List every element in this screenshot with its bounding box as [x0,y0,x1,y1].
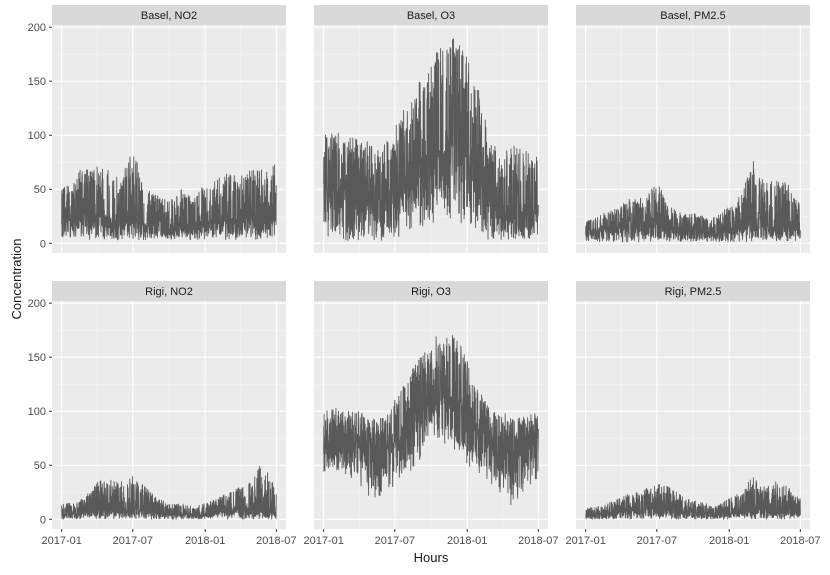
y-tick-label: 100 [28,130,46,142]
facet-panel: Rigi, O3 2017-01 2017-07 2018-01 2018-07 [303,281,559,547]
y-tick-label: 200 [28,298,46,310]
x-tick-label: 2018-01 [447,535,487,547]
x-axis-title: Hours [414,550,449,565]
x-tick-label: 2018-07 [518,535,558,547]
facet-strip-label: Basel, O3 [407,10,455,22]
facet-strip [52,5,286,25]
x-tick-label: 2017-01 [303,535,343,547]
y-tick-label: 50 [34,460,46,472]
series-line [585,161,801,243]
facet-panel: Basel, NO2 0 50 100 150 200 [28,5,286,253]
facet-strip [314,5,548,25]
y-tick-label: 150 [28,352,46,364]
y-axis-title: Concentration [9,239,24,320]
x-tick-label: 2018-01 [709,535,749,547]
facet-strip [576,5,810,25]
x-tick-label: 2018-07 [256,535,296,547]
y-tick-label: 150 [28,76,46,88]
y-tick-label: 50 [34,184,46,196]
facet-panel: Rigi, PM2.5 2017-01 2017-07 2018-01 2018-07 [565,281,821,547]
facet-strip [576,281,810,301]
facet-strip-label: Rigi, PM2.5 [665,286,722,298]
x-tick-label: 2017-07 [375,535,415,547]
facet-strip-label: Rigi, O3 [411,286,451,298]
facet-panel: Basel, O3 [314,5,548,253]
panels-layer: Basel, NO2 0 50 100 150 200 Basel, O3 Basel, PM… [28,5,821,547]
y-tick-label: 100 [28,406,46,418]
facet-strip [314,281,548,301]
facet-strip-label: Basel, PM2.5 [660,10,725,22]
x-tick-label: 2018-07 [780,535,820,547]
facet-strip-label: Basel, NO2 [141,10,197,22]
x-tick-label: 2017-01 [41,535,81,547]
series-line [323,38,539,241]
y-tick-label: 0 [40,238,46,250]
series-line [61,156,277,241]
facet-strip-label: Rigi, NO2 [145,286,193,298]
facet-panel: Rigi, NO2 0 50 100 150 200 2017-01 2017-07 2018-… [28,281,297,547]
series-line [323,335,539,506]
facet-strip [52,281,286,301]
series-line [61,465,277,520]
x-tick-label: 2018-01 [185,535,225,547]
x-tick-label: 2017-07 [637,535,677,547]
facet-panel: Basel, PM2.5 [576,5,810,253]
series-line [585,477,801,520]
y-tick-label: 200 [28,22,46,34]
y-tick-label: 0 [40,514,46,526]
x-tick-label: 2017-07 [113,535,153,547]
x-tick-label: 2017-01 [565,535,605,547]
